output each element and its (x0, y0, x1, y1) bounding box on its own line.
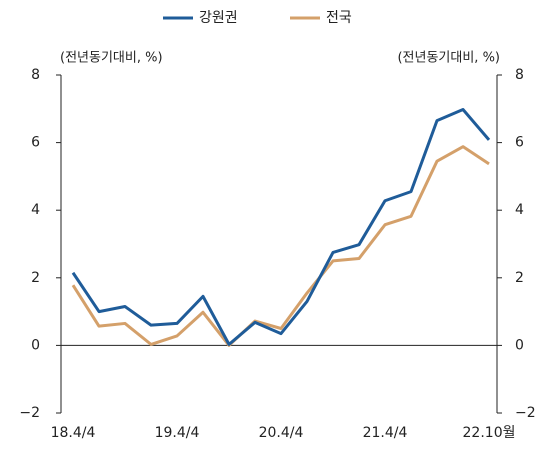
line-series (71, 107, 491, 346)
y2-axis-label: (전년동기대비, %) (397, 51, 500, 66)
y-axis-label: (전년동기대비, %) (60, 51, 163, 66)
x-tick-label: 21.4/4 (363, 425, 408, 441)
legend-label: 전국 (326, 10, 352, 26)
x-tick-label: 22.10월 (463, 425, 516, 441)
y-tick-label: 0 (31, 337, 40, 353)
y2-tick-label: 4 (515, 202, 524, 218)
y2-tick-label: 8 (515, 67, 524, 83)
y-tick-label: −2 (19, 405, 40, 421)
y-tick-label: 6 (31, 135, 40, 151)
x-tick-label: 19.4/4 (155, 425, 200, 441)
y-tick-label: 4 (31, 202, 40, 218)
x-tick-label: 20.4/4 (259, 425, 304, 441)
y2-tick-label: 2 (515, 270, 524, 286)
legend-label: 강원권 (199, 10, 238, 26)
y2-tick-label: 0 (515, 337, 524, 353)
y-tick-label: 8 (31, 67, 40, 83)
y2-tick-label: 6 (515, 135, 524, 151)
y-tick-label: 2 (31, 270, 40, 286)
line-series (71, 145, 490, 347)
x-tick-label: 18.4/4 (51, 425, 96, 441)
y2-tick-label: −2 (515, 405, 536, 421)
